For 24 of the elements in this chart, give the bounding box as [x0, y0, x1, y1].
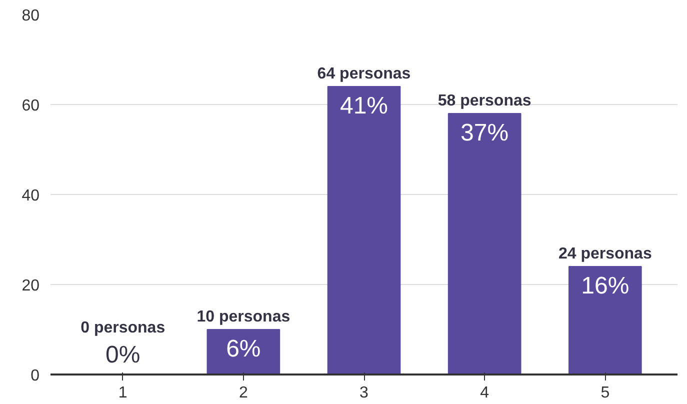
- data-label: 58 personas: [438, 92, 532, 110]
- annotation: 6%: [226, 336, 261, 362]
- y-tick-label: 0: [30, 368, 40, 384]
- x-tick-label: 1: [118, 384, 128, 402]
- annotation: 37%: [460, 120, 509, 146]
- data-label: 24 personas: [558, 246, 652, 262]
- annotation: 0%: [106, 342, 140, 368]
- data-label: 0 personas: [80, 320, 166, 336]
- x-tick-label: 2: [238, 384, 248, 402]
- annotation: 16%: [581, 272, 630, 300]
- y-tick-label: 20: [22, 278, 40, 294]
- x-tick-label: 5: [600, 384, 610, 402]
- x-tick-label: 3: [360, 384, 369, 402]
- bar: [448, 113, 522, 374]
- y-tick-label: 60: [22, 98, 40, 114]
- data-label: 10 personas: [196, 308, 290, 326]
- y-tick-label: 80: [22, 8, 40, 24]
- bar: [568, 266, 642, 374]
- bar: [327, 86, 401, 374]
- annotation: 41%: [340, 92, 388, 120]
- data-label: 64 personas: [317, 66, 411, 82]
- bar: [206, 329, 280, 374]
- y-tick-label: 40: [22, 188, 40, 204]
- x-tick-label: 4: [480, 384, 490, 402]
